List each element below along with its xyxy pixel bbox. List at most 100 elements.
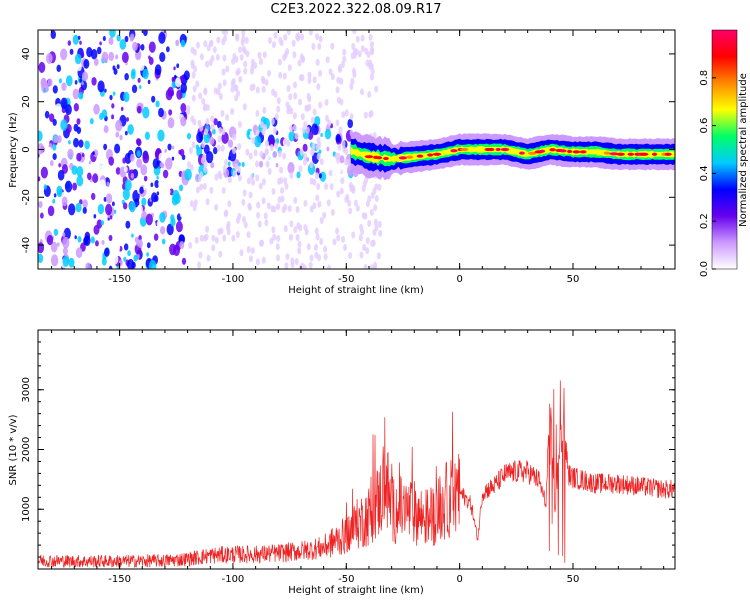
heatmap-cell bbox=[302, 143, 308, 152]
heatmap-cell bbox=[158, 179, 164, 189]
heatmap-cell bbox=[368, 33, 373, 41]
colorbar-tick-label: 0.6 bbox=[699, 118, 710, 134]
heatmap-cell bbox=[142, 30, 148, 37]
heatmap-cell bbox=[129, 153, 135, 162]
heatmap-cell bbox=[150, 182, 154, 188]
heatmap-cell bbox=[358, 234, 363, 242]
heatmap-cell bbox=[120, 106, 124, 112]
heatmap-cell bbox=[90, 48, 98, 60]
heatmap-cell bbox=[202, 153, 207, 161]
heatmap-cell bbox=[141, 210, 147, 220]
heatmap-cell bbox=[114, 143, 121, 154]
heatmap-cell bbox=[180, 116, 187, 127]
heatmap-cell bbox=[203, 144, 210, 155]
heatmap-cell bbox=[303, 152, 308, 160]
heatmap-cell bbox=[316, 183, 321, 191]
heatmap-cell bbox=[38, 201, 43, 209]
heatmap-cell bbox=[335, 119, 340, 127]
heatmap-cell bbox=[145, 213, 153, 226]
colorbar-tick-label: 0.0 bbox=[699, 261, 710, 277]
heatmap-cell bbox=[361, 212, 366, 220]
heatmap-cell bbox=[188, 147, 193, 155]
heatmap-cell bbox=[238, 75, 243, 83]
heatmap-cell bbox=[115, 131, 120, 138]
heatmap-cell bbox=[159, 226, 166, 235]
heatmap-cell bbox=[214, 173, 219, 181]
heatmap-cell bbox=[306, 92, 311, 100]
heatmap-cell bbox=[306, 243, 311, 251]
heatmap-x-tick-label: 50 bbox=[567, 274, 580, 285]
heatmap-cell bbox=[65, 75, 73, 87]
heatmap-cell bbox=[178, 184, 184, 192]
heatmap-cell bbox=[262, 106, 267, 114]
heatmap-cell bbox=[317, 254, 322, 262]
heatmap-cell bbox=[210, 54, 215, 62]
heatmap-cell bbox=[290, 257, 295, 265]
heatmap-cell bbox=[189, 163, 194, 171]
heatmap-cell bbox=[271, 226, 276, 234]
heatmap-cell bbox=[236, 166, 241, 174]
heatmap-cell bbox=[115, 119, 123, 132]
heatmap-cell bbox=[275, 243, 280, 251]
heatmap-cell bbox=[318, 35, 323, 43]
heatmap-cell bbox=[171, 156, 175, 161]
heatmap-cell bbox=[301, 126, 306, 134]
heatmap-cell bbox=[329, 182, 334, 190]
heatmap-cell bbox=[245, 148, 250, 156]
heatmap-cell bbox=[93, 58, 99, 66]
heatmap-cell bbox=[180, 39, 186, 48]
heatmap-cell bbox=[338, 63, 343, 71]
heatmap-cell bbox=[67, 148, 74, 160]
snr-x-tick-label: 50 bbox=[567, 574, 580, 585]
heatmap-cell bbox=[241, 161, 245, 168]
heatmap-cell bbox=[52, 198, 56, 204]
heatmap-cell bbox=[167, 117, 175, 129]
heatmap-cell bbox=[288, 125, 293, 133]
heatmap-cell bbox=[248, 255, 253, 263]
heatmap-cell bbox=[282, 152, 287, 160]
heatmap-cell bbox=[134, 236, 139, 243]
heatmap-cell bbox=[302, 158, 307, 166]
heatmap-cell bbox=[347, 118, 354, 129]
heatmap-cell bbox=[115, 184, 119, 190]
heatmap-cell bbox=[264, 148, 269, 156]
heatmap-cell bbox=[123, 243, 129, 251]
heatmap-cell bbox=[347, 199, 352, 207]
heatmap-cell bbox=[318, 173, 322, 179]
heatmap-cell bbox=[318, 149, 322, 154]
heatmap-cell bbox=[271, 187, 276, 195]
snr-y-tick-label: 3000 bbox=[21, 377, 32, 402]
heatmap-cell bbox=[355, 204, 360, 212]
heatmap-cell bbox=[312, 76, 317, 84]
heatmap-cell bbox=[86, 46, 93, 58]
heatmap-cell bbox=[138, 61, 145, 71]
heatmap-cell bbox=[247, 131, 251, 136]
heatmap-cell bbox=[99, 41, 102, 46]
heatmap-cell bbox=[318, 69, 323, 77]
heatmap-cell bbox=[242, 189, 247, 197]
heatmap-cell bbox=[159, 52, 166, 63]
heatmap-cell bbox=[216, 88, 221, 96]
heatmap-cell bbox=[72, 34, 79, 45]
heatmap-cell bbox=[369, 110, 374, 118]
heatmap-y-axis-label: Frequency (Hz) bbox=[8, 112, 19, 188]
heatmap-cell bbox=[124, 152, 132, 164]
heatmap-cell bbox=[352, 47, 357, 55]
heatmap-ridge-band bbox=[350, 143, 675, 167]
heatmap-cell bbox=[159, 162, 164, 168]
heatmap-cell bbox=[213, 158, 220, 168]
heatmap-cell bbox=[143, 175, 148, 182]
heatmap-cell bbox=[77, 35, 81, 40]
heatmap-cell bbox=[376, 156, 383, 160]
heatmap-cell bbox=[43, 78, 46, 83]
heatmap-cell bbox=[86, 172, 92, 180]
heatmap-cell bbox=[178, 149, 182, 155]
heatmap-cell bbox=[355, 35, 360, 43]
heatmap-cell bbox=[76, 62, 82, 72]
heatmap-cell bbox=[53, 228, 59, 236]
heatmap-cell bbox=[364, 155, 374, 159]
heatmap-cell bbox=[274, 113, 279, 121]
heatmap-cell bbox=[251, 136, 256, 144]
heatmap-cell bbox=[315, 143, 320, 151]
heatmap-cell bbox=[241, 215, 246, 223]
